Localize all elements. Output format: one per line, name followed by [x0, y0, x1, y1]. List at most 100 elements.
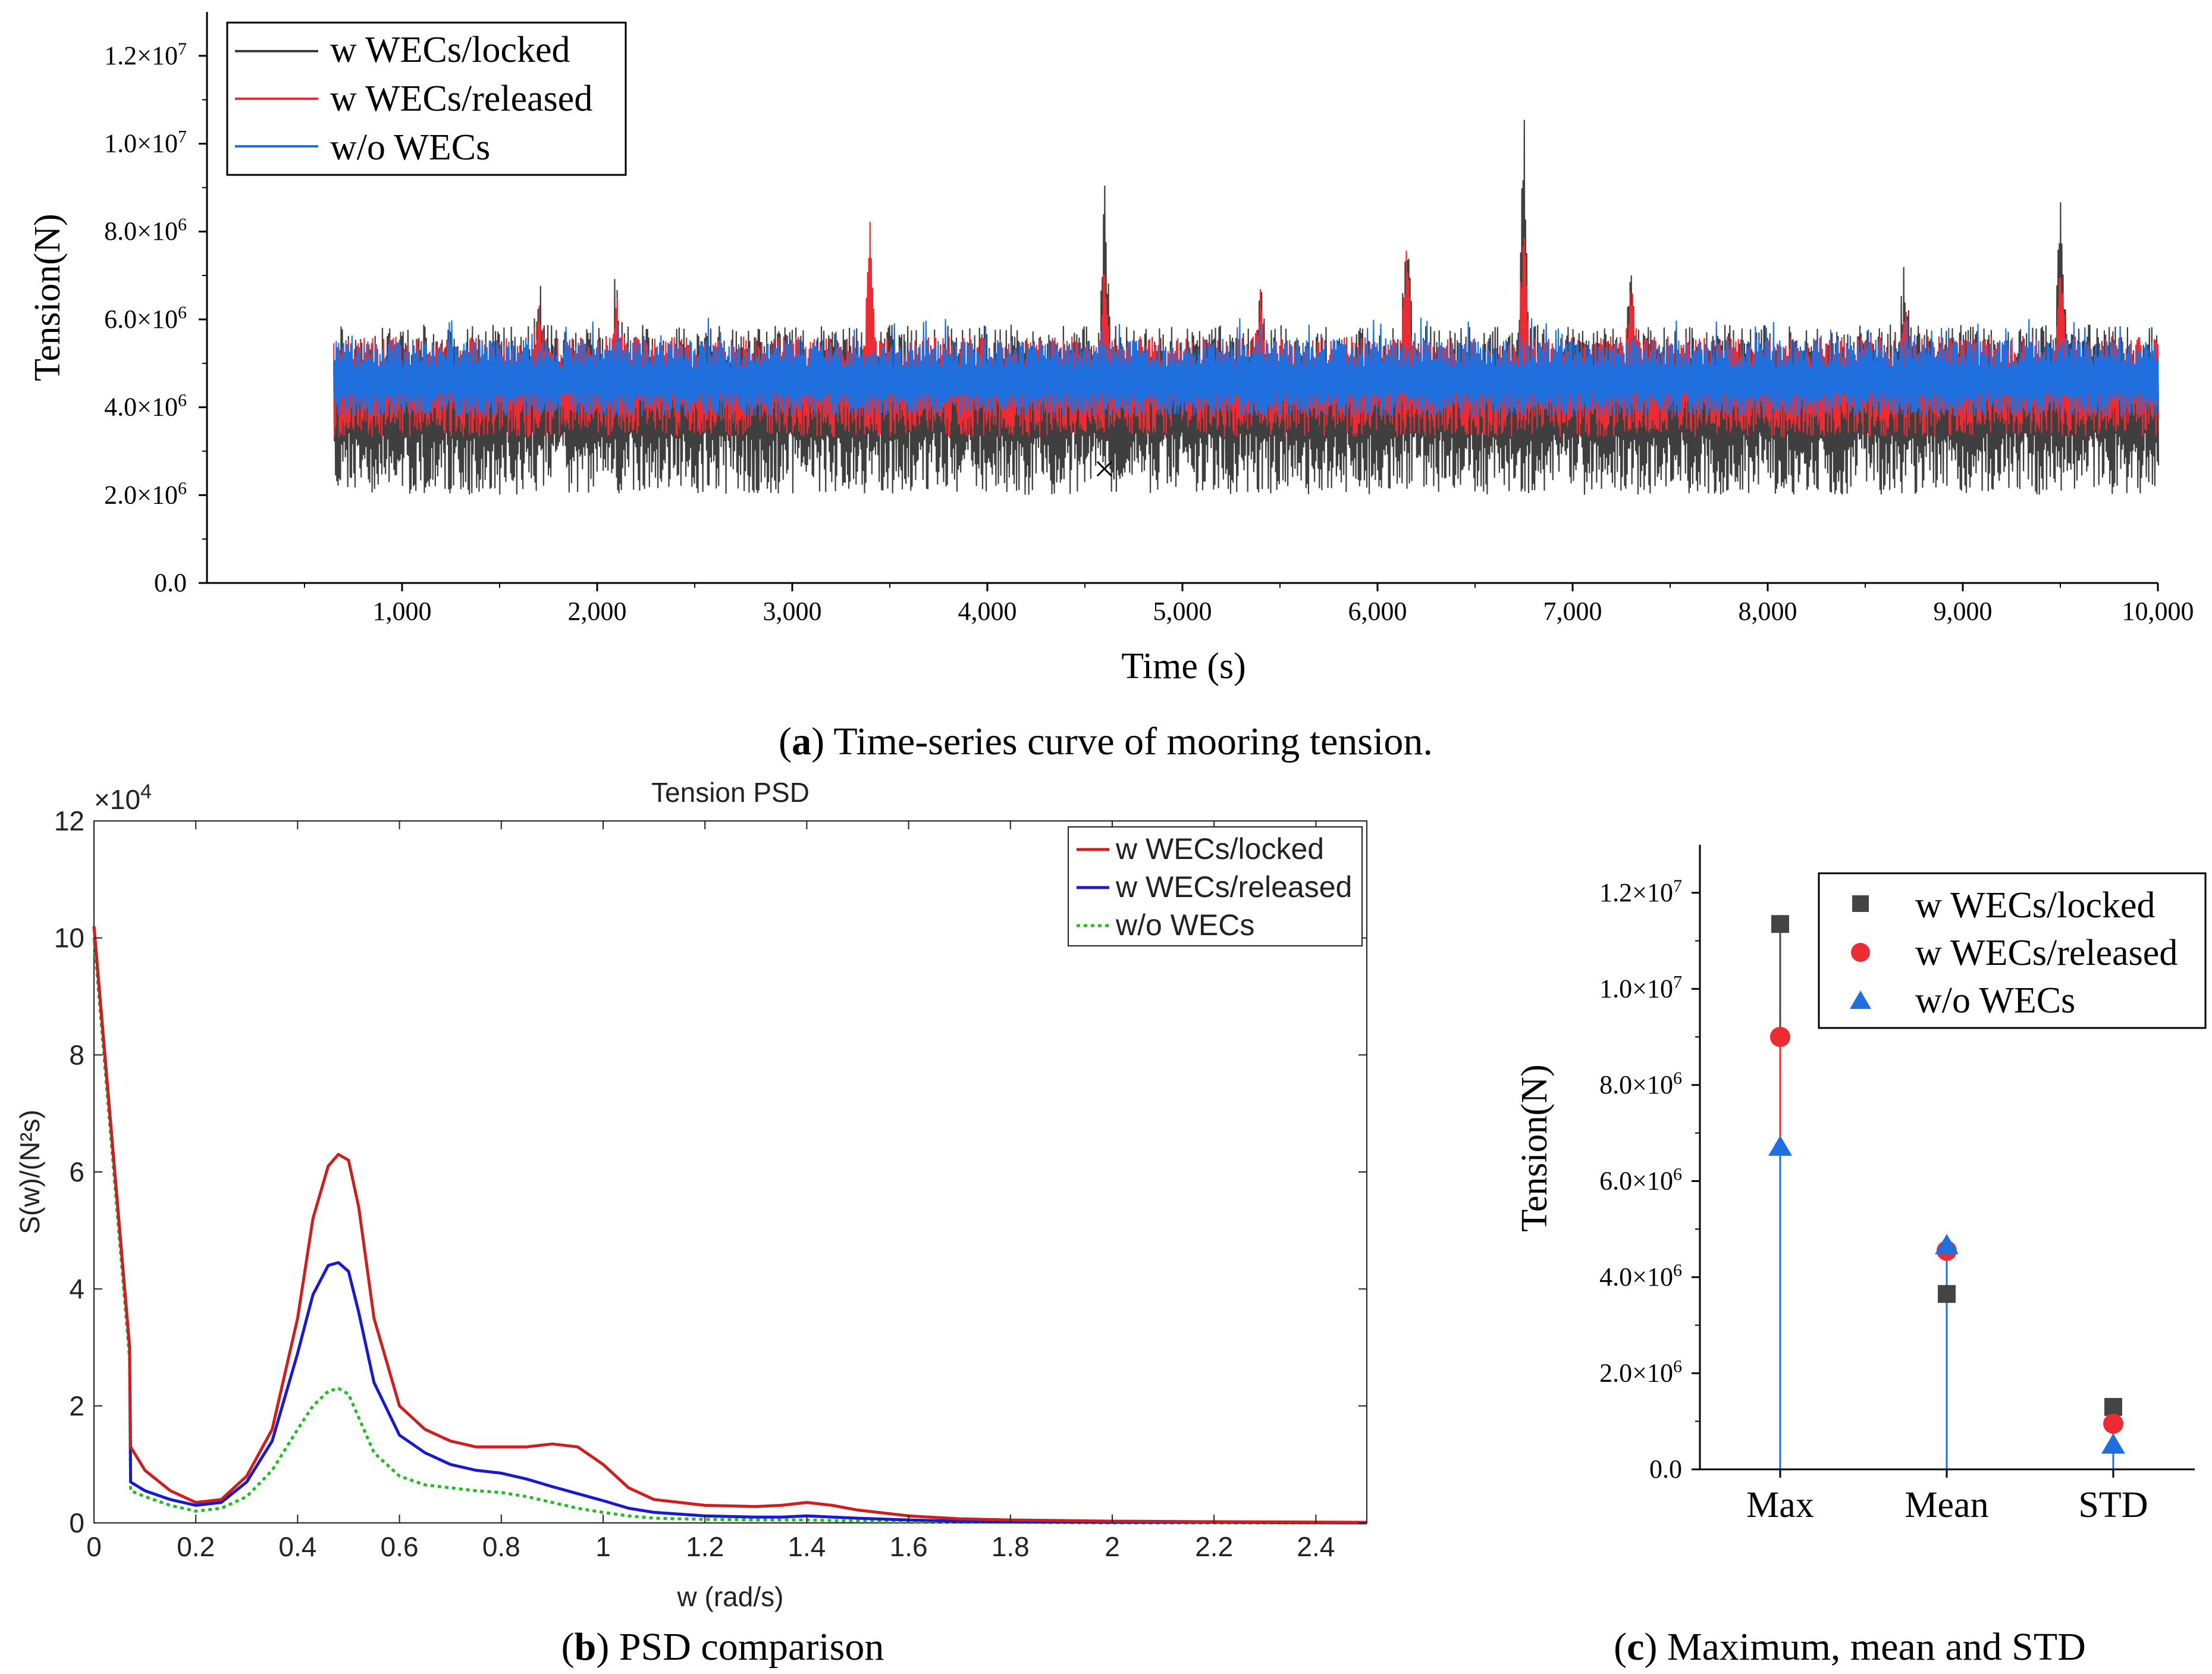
panel-b-y-exponent: ×104 [94, 780, 152, 815]
panel-b-xtick-label: 2.2 [1195, 1531, 1233, 1562]
panel-c-legend-circle-marker [1851, 943, 1870, 962]
panel-c-ytick-label: 1.0×107 [1599, 972, 1682, 1003]
panel-a-legend: w WECs/locked w WECs/released w/o WECs [226, 21, 627, 176]
panel-b-caption-text: PSD comparison [609, 1625, 884, 1669]
panel-b-ytick-label: 2 [69, 1390, 84, 1421]
panel-c-ytick-label-exponent: 6 [1673, 1164, 1682, 1184]
panel-b-ytick-label: 6 [69, 1156, 84, 1187]
panel-b-legend-box [1068, 826, 1363, 946]
panel-c-marker-without [1935, 1234, 1959, 1255]
panel-c-legend-box [1818, 872, 2207, 1029]
panel-a-ytick-label: 6.0×106 [104, 303, 187, 334]
panel-c-y-axis-label: Tension(N) [1514, 1064, 1555, 1231]
panel-b-xtick-label: 2.4 [1297, 1531, 1335, 1562]
panel-c-ytick-label-exponent: 7 [1673, 972, 1682, 992]
panel-a-ytick-label-mantissa: 6.0×10 [104, 305, 178, 334]
panel-b-xtick-label: 2 [1105, 1531, 1120, 1562]
panel-b-series-without [92, 938, 1367, 1525]
panel-b-ytick-label: 4 [69, 1274, 84, 1305]
panel-a-x-axis-label: Time (s) [1121, 646, 1246, 686]
panel-a-legend-without: w/o WECs [330, 127, 490, 168]
panel-a-xtick-label: 4,000 [958, 597, 1017, 626]
panel-b-y-exponent-prefix: ×10 [94, 784, 140, 815]
panel-c-legend-square-marker [1852, 895, 1869, 912]
panel-a-cursor-marker [1096, 460, 1112, 477]
panel-b-ytick-label: 10 [54, 923, 84, 954]
panel-b-series-layer [92, 926, 1367, 1525]
panel-b-y-exponent-power: 4 [140, 780, 152, 803]
panel-c-marker-released [2103, 1413, 2123, 1434]
panel-c-marker-locked [1938, 1285, 1956, 1303]
panel-c-ytick-label-mantissa: 2.0×10 [1599, 1358, 1673, 1387]
panel-a-ytick-label-mantissa: 8.0×10 [104, 217, 178, 246]
panel-c-xtick-label: Max [1746, 1485, 1814, 1525]
panel-c-ytick-label-exponent: 6 [1673, 1356, 1682, 1376]
panel-b-legend-locked: w WECs/locked [1115, 832, 1324, 866]
panel-c-ytick-label: 4.0×106 [1599, 1261, 1682, 1291]
panel-b-y-ticks: 0 2 4 6 8 10 12 [54, 805, 1367, 1538]
panel-c-legend: w WECs/locked w WECs/released w/o WECs [1818, 872, 2207, 1029]
panel-a-ytick-label-mantissa: 2.0×10 [104, 480, 178, 509]
panel-a-ytick-label-exponent: 7 [178, 39, 187, 59]
panel-a-ytick-label-exponent: 6 [178, 303, 187, 322]
panel-a-ytick-label: 4.0×106 [104, 391, 187, 422]
panel-a-xtick-label: 6,000 [1348, 597, 1407, 626]
panel-b-psd: 0 2 4 6 8 10 12 0 0.2 0.4 0.6 0.8 1 1.2 1.4 1.6 1.8 2 2.2… [14, 777, 1367, 1669]
panel-c-marker-locked [2104, 1398, 2122, 1416]
panel-a-time-series: 0.02.0×1064.0×1066.0×1068.0×1061.0×1071.… [27, 12, 2194, 763]
panel-c-marker-locked [1771, 915, 1789, 933]
panel-c-ytick-label: 0.0 [1649, 1454, 1682, 1484]
panel-a-x-ticks: 1,000 2,000 3,000 4,000 5,000 6,000 7,000 8,000… [304, 583, 2194, 626]
panel-c-legend-triangle-marker [1850, 990, 1871, 1009]
panel-c-ytick-label: 6.0×106 [1599, 1164, 1682, 1195]
panel-a-caption-text: Time-series curve of mooring tension. [824, 720, 1433, 763]
panel-a-xtick-label: 3,000 [763, 597, 822, 626]
panel-c-ytick-label-mantissa: 1.0×10 [1599, 974, 1673, 1003]
panel-a-ytick-label-mantissa: 1.0×10 [104, 129, 178, 158]
panel-a-xtick-label: 9,000 [1934, 597, 1993, 626]
panel-b-xtick-label: 1.6 [890, 1531, 928, 1562]
panel-c-marker-released [1770, 1027, 1790, 1048]
panel-a-xtick-label: 8,000 [1739, 597, 1797, 626]
panel-b-xtick-label: 0.4 [278, 1531, 316, 1562]
panel-b-xtick-label: 0.6 [381, 1531, 419, 1562]
panel-a-ytick-label-exponent: 7 [178, 127, 187, 147]
panel-a-legend-released: w WECs/released [330, 79, 592, 119]
panel-c-y-ticks: 0.02.0×1064.0×1066.0×1068.0×1061.0×1071.… [1599, 876, 1700, 1484]
panel-c-caption-letter: c [1627, 1625, 1644, 1669]
panel-b-ytick-label: 12 [54, 805, 84, 836]
panel-b-xtick-label: 1.4 [787, 1531, 826, 1562]
panel-a-ytick-label: 8.0×106 [104, 215, 187, 246]
panel-c-x-ticks: Max Mean STD [1746, 1469, 2148, 1525]
panel-a-xtick-label: 5,000 [1153, 597, 1212, 626]
panel-b-y-axis-label: S(w)/(N²s) [14, 1109, 45, 1234]
panel-a-legend-locked: w WECs/locked [330, 30, 570, 70]
panel-b-legend-without: w/o WECs [1115, 908, 1254, 942]
panel-a-ytick-label-exponent: 6 [178, 215, 187, 234]
panel-a-ytick-label-exponent: 6 [178, 391, 187, 410]
panel-c-legend-locked: w WECs/locked [1915, 885, 2155, 926]
panel-a-ytick-label-mantissa: 1.2×10 [104, 41, 178, 70]
panel-b-series-released [92, 926, 1367, 1525]
panel-a-xtick-label: 10,000 [2122, 597, 2194, 626]
panel-c-marker-without [1768, 1135, 1792, 1156]
panel-b-caption-letter: b [575, 1625, 597, 1669]
panel-a-series-layer [333, 120, 2160, 495]
panel-b-xtick-label: 1.2 [686, 1531, 724, 1562]
panel-c-ytick-label-exponent: 7 [1673, 876, 1682, 896]
panel-b-caption: (b) PSD comparison [561, 1625, 884, 1669]
panel-b-xtick-label: 1 [595, 1531, 611, 1562]
panel-c-marker-without [2101, 1433, 2125, 1454]
panel-b-xtick-label: 0.8 [482, 1531, 520, 1562]
panel-a-caption: (a) Time-series curve of mooring tension… [779, 720, 1433, 763]
panel-a-xtick-label: 1,000 [373, 597, 432, 626]
panel-c-ytick-label-mantissa: 8.0×10 [1599, 1070, 1673, 1099]
panel-a-series-without [333, 317, 2160, 417]
panel-c-ytick-label: 1.2×107 [1599, 876, 1682, 907]
panel-a-ytick-label-mantissa: 0.0 [154, 568, 187, 597]
panel-c-xtick-label: Mean [1904, 1485, 1988, 1525]
panel-a-ytick-label: 1.2×107 [104, 39, 187, 70]
panel-b-series-locked [92, 926, 1367, 1524]
panel-c-ytick-label-exponent: 6 [1673, 1068, 1682, 1088]
